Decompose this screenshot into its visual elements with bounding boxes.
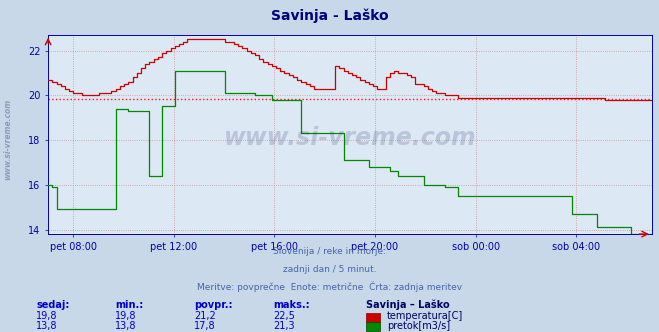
Text: 17,8: 17,8	[194, 321, 216, 331]
Text: 19,8: 19,8	[115, 311, 137, 321]
Text: 22,5: 22,5	[273, 311, 295, 321]
Text: pretok[m3/s]: pretok[m3/s]	[387, 321, 450, 331]
Text: 19,8: 19,8	[36, 311, 58, 321]
Text: Slovenija / reke in morje.: Slovenija / reke in morje.	[273, 247, 386, 256]
Text: temperatura[C]: temperatura[C]	[387, 311, 463, 321]
Text: 13,8: 13,8	[115, 321, 137, 331]
Text: 21,2: 21,2	[194, 311, 216, 321]
Text: 13,8: 13,8	[36, 321, 58, 331]
Text: www.si-vreme.com: www.si-vreme.com	[3, 99, 13, 180]
Text: min.:: min.:	[115, 300, 144, 310]
Text: Savinja – Laško: Savinja – Laško	[366, 299, 449, 310]
Text: Savinja - Laško: Savinja - Laško	[271, 8, 388, 23]
Text: www.si-vreme.com: www.si-vreme.com	[223, 126, 476, 150]
Text: maks.:: maks.:	[273, 300, 310, 310]
Text: zadnji dan / 5 minut.: zadnji dan / 5 minut.	[283, 265, 376, 274]
Text: povpr.:: povpr.:	[194, 300, 233, 310]
Text: Meritve: povprečne  Enote: metrične  Črta: zadnja meritev: Meritve: povprečne Enote: metrične Črta:…	[197, 282, 462, 292]
Text: sedaj:: sedaj:	[36, 300, 70, 310]
Text: 21,3: 21,3	[273, 321, 295, 331]
